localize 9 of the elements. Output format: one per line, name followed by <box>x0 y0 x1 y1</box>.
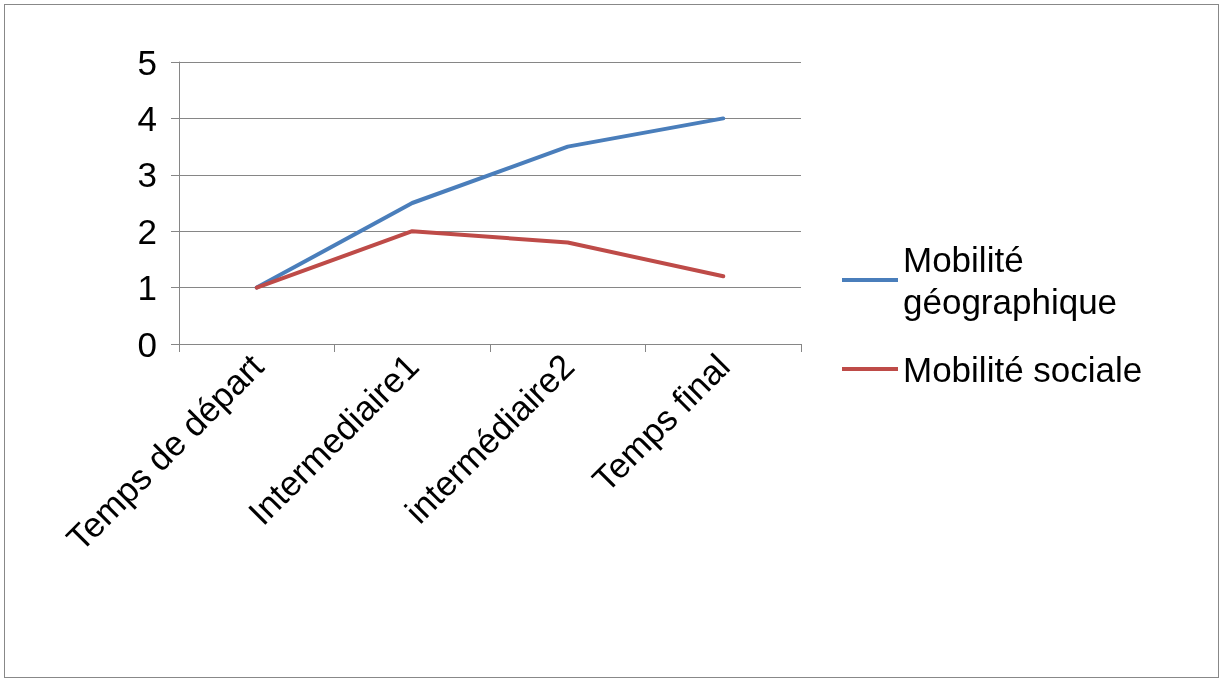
y-tick-label: 2 <box>137 211 157 251</box>
y-tick-label: 4 <box>137 98 157 138</box>
line-series <box>254 229 726 290</box>
y-tick-label: 1 <box>137 268 157 308</box>
y-tick-label: 3 <box>137 155 157 195</box>
legend-label: Mobilité géographique <box>903 239 1118 321</box>
y-tick-label: 0 <box>137 324 157 364</box>
y-tick-label: 5 <box>137 42 157 82</box>
legend-label: Mobilité sociale <box>903 349 1143 389</box>
